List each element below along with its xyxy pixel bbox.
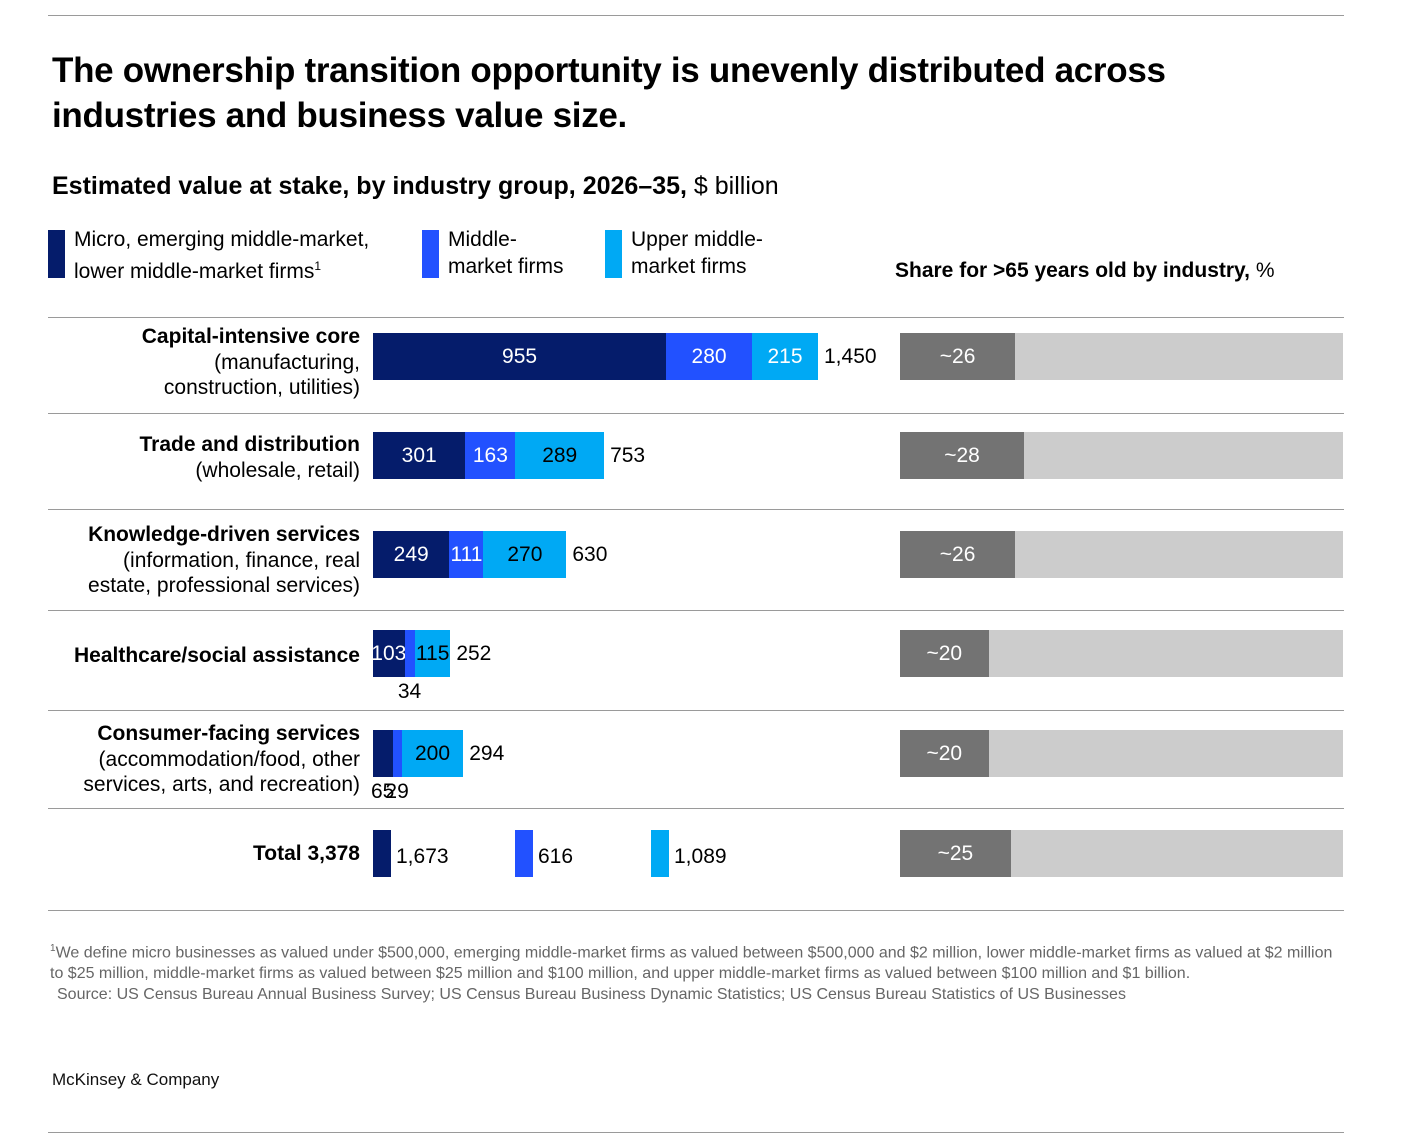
legend-swatch [422, 230, 439, 278]
source-note: Source: US Census Bureau Annual Business… [57, 986, 1126, 1004]
row-label-detail: construction, utilities) [163, 376, 360, 399]
bar-segment: 270 [483, 531, 567, 578]
legend-label: Middle- market firms [448, 228, 564, 278]
row-label-name: Knowledge-driven services [88, 523, 360, 546]
row-divider [48, 710, 1344, 711]
legend-item: Micro, emerging middle-market, lower mid… [48, 226, 369, 285]
bar-total-label: 753 [610, 444, 646, 467]
subtitle-unit: $ billion [686, 172, 779, 200]
bar-total-label: 252 [456, 642, 492, 665]
chart-subtitle: Estimated value at stake, by industry gr… [52, 170, 779, 202]
bottom-rule [48, 1132, 1344, 1133]
row-label-detail: (information, finance, real [123, 548, 360, 572]
row-divider [48, 808, 1344, 809]
legend-item: Middle- market firms [422, 226, 564, 280]
row-divider [48, 509, 1344, 510]
bar-segment: 280 [666, 333, 752, 380]
bar-segment: 103 [371, 630, 406, 677]
row-divider [48, 910, 1344, 911]
row-label-name: Healthcare/social assistance [73, 644, 360, 667]
share-header: Share for >65 years old by industry, % [895, 257, 1275, 284]
row-label-detail: services, arts, and recreation) [83, 773, 360, 796]
row-label: Consumer-facing services (accommodation/f… [83, 721, 360, 798]
bar-total-label: 1,450 [824, 345, 877, 368]
footnote: 1We define micro businesses as valued un… [50, 938, 1340, 1005]
legend-footnote-marker: 1 [314, 259, 322, 273]
bar-total-label: 294 [469, 742, 505, 765]
total-value: 1,673 [396, 845, 449, 868]
subtitle-bold: Estimated value at stake, by industry gr… [52, 172, 687, 200]
row-divider [48, 317, 1344, 318]
row-label: Healthcare/social assistance [74, 643, 360, 669]
share-bar-fill: ~20 [900, 630, 989, 677]
row-label-name: Consumer-facing services [97, 722, 360, 745]
footnote-definition: 1We define micro businesses as valued un… [50, 943, 1333, 983]
total-value: 616 [538, 845, 574, 868]
row-label-detail: (wholesale, retail) [195, 458, 360, 482]
bar-segment: 200 [401, 730, 464, 777]
top-rule [48, 15, 1344, 16]
bar-segment: 249 [373, 531, 450, 578]
total-swatch [515, 830, 533, 877]
row-label: Trade and distribution (wholesale, retail… [139, 432, 360, 483]
legend-swatch [48, 230, 65, 278]
row-divider [48, 610, 1344, 611]
legend-label: Upper middle- market firms [631, 228, 763, 278]
total-swatch [373, 830, 391, 877]
row-label-detail: (accommodation/food, other [98, 747, 360, 771]
bar-segment [373, 730, 393, 777]
chart-title: The ownership transition opportunity is … [52, 51, 1166, 135]
share-bar-fill: ~26 [900, 333, 1016, 380]
bar-segment: 111 [449, 531, 484, 578]
bar-total-label: 630 [572, 543, 608, 566]
legend-swatch [605, 230, 622, 278]
bar-segment: 301 [373, 432, 466, 479]
share-bar-fill: ~20 [900, 730, 989, 777]
row-label: Capital-intensive core (manufacturing, con… [142, 324, 360, 401]
share-bar-fill: ~28 [900, 432, 1025, 479]
row-label: Knowledge-driven services (information, f… [88, 522, 360, 599]
row-label-detail: estate, professional services) [88, 574, 360, 597]
share-bar-fill: ~26 [900, 531, 1016, 578]
bar-segment: 955 [373, 333, 667, 380]
share-header-bold: Share for >65 years old by industry, [895, 259, 1250, 282]
bar-segment: 115 [415, 630, 451, 677]
legend-label: Micro, emerging middle-market, lower mid… [74, 228, 370, 283]
brand-logo-text: McKinsey & Company [52, 1070, 220, 1089]
bar-segment: 289 [515, 432, 605, 479]
bar-segment: 163 [465, 432, 516, 479]
total-value: 1,089 [674, 845, 727, 868]
row-divider [48, 413, 1344, 414]
bar-segment: 215 [752, 333, 818, 380]
bar-segment [392, 730, 402, 777]
bar-segment-label: 65 [370, 780, 395, 803]
bar-segment-label: 29 [385, 780, 409, 803]
bar-segment-label: 34 [397, 680, 422, 703]
total-label: Total 3,378 [253, 842, 360, 865]
row-label-name: Capital-intensive core [141, 325, 360, 348]
share-header-unit: % [1250, 259, 1275, 282]
bar-segment [404, 630, 416, 677]
legend-item: Upper middle- market firms [605, 226, 763, 280]
row-label-detail: (manufacturing, [214, 350, 360, 374]
row-label-name: Trade and distribution [139, 433, 360, 456]
share-bar-fill: ~25 [900, 830, 1011, 877]
total-swatch [651, 830, 669, 877]
